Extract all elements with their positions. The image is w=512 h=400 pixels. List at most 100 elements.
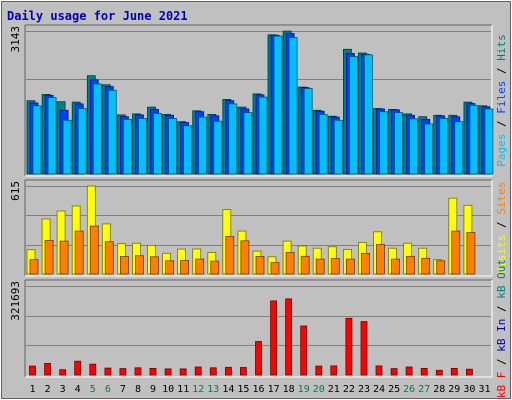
- x-tick-label: 22: [343, 384, 355, 395]
- bar-pages: Pages 29: 1150: [454, 121, 464, 175]
- bar-kb-f: kB F 8: 26000: [134, 367, 142, 376]
- x-tick-label: 19: [298, 384, 310, 395]
- x-tick-label: 1: [29, 384, 35, 395]
- y-max-label: 3143: [9, 26, 22, 53]
- bar-pages: Pages 31: 1430: [484, 108, 494, 175]
- bar-kb-f: kB F 19: 177000: [300, 325, 308, 376]
- bar-sites: Sites 30: 290: [466, 232, 476, 275]
- bar-sites: Sites 15: 232: [240, 240, 250, 275]
- bar-sites: Sites 6: 225: [104, 241, 114, 275]
- bar-sites: Sites 27: 110: [421, 257, 431, 275]
- bar-pages: Pages 25: 1350: [394, 112, 403, 175]
- bar-kb-f: kB F 5: 39000: [89, 363, 97, 376]
- bar-kb-f: kB F 11: 22000: [179, 368, 187, 376]
- x-axis-labels: 1 2 3 4 5 6 7 8 9 10 11 12 13 14 15 16 17 18 19 20 21 22 23 24 2…: [29, 384, 490, 395]
- bar-kb-f: kB F 14: 28000: [224, 366, 232, 376]
- bar-sites: Sites 25: 104: [391, 258, 400, 275]
- bar-kb-f: kB F 28: 17000: [435, 369, 443, 376]
- x-tick-label: 16: [252, 384, 264, 395]
- bar-kb-f: kB F 26: 29000: [405, 366, 413, 376]
- x-tick-label: 14: [222, 384, 234, 395]
- bar-kb-f: kB F 20: 32000: [315, 365, 323, 376]
- x-tick-label: 7: [120, 384, 126, 395]
- bar-kb-f: kB F 16: 121000: [255, 341, 262, 376]
- bar-pages: Pages 21: 1180: [333, 119, 343, 175]
- bar-kb-f: kB F 24: 33000: [375, 365, 383, 376]
- bar-kb-f: kB F 6: 25000: [104, 367, 112, 376]
- bar-kb-f: kB F 18: 275000: [285, 298, 293, 376]
- bar-pages: Pages 16: 1690: [258, 96, 268, 175]
- chart-title: Daily usage for June 2021: [7, 9, 188, 23]
- bar-pages: Pages 27: 1100: [424, 123, 434, 175]
- x-tick-label: 29: [448, 384, 460, 395]
- legend-entry: kB In: [495, 319, 508, 352]
- bar-sites: Sites 1: 100: [29, 259, 39, 275]
- bar-sites: Sites 24: 206: [376, 244, 385, 275]
- bar-sites: Sites 28: 92: [436, 260, 446, 275]
- x-tick-label: 8: [135, 384, 141, 395]
- x-tick-label: 15: [237, 384, 249, 395]
- bar-pages: Pages 17: 3030: [273, 35, 283, 175]
- bar-kb-f: kB F 22: 205000: [345, 317, 353, 376]
- bar-kb-f: kB F 2: 42000: [44, 362, 51, 376]
- bar-kb-f: kB F 9: 24000: [149, 367, 157, 376]
- bars-pages-files-hits: Hits 1: 1610Hits 2: 1750Hits 3: 1590Hits…: [26, 30, 494, 175]
- legend-separator: /: [495, 61, 508, 81]
- bar-sites: Sites 29: 300: [451, 230, 461, 275]
- x-tick-label: 6: [105, 384, 111, 395]
- bar-kb-f: kB F 15: 27000: [239, 367, 247, 376]
- y-max-label: 321693: [9, 281, 22, 321]
- bar-pages: Pages 11: 1060: [183, 125, 193, 175]
- x-tick-label: 4: [75, 384, 81, 395]
- x-tick-label: 30: [463, 384, 475, 395]
- bar-pages: Pages 12: 1250: [198, 116, 208, 175]
- legend-kbf-kbin-kbout: kB F / kB In / kB Out: [495, 259, 508, 398]
- x-tick-label: 20: [313, 384, 325, 395]
- bar-pages: Pages 15: 1350: [243, 112, 253, 175]
- bar-sites: Sites 18: 150: [285, 252, 295, 275]
- bar-pages: Pages 24: 1370: [379, 111, 388, 175]
- bar-kb-f: kB F 23: 193000: [360, 321, 368, 376]
- x-tick-label: 3: [60, 384, 66, 395]
- x-tick-label: 25: [388, 384, 400, 395]
- bars-kbf-kbin-kbout: kB F 1: 32000 kB F 2: 42000 kB F 3: 19000 k…: [29, 298, 473, 376]
- bar-sites: Sites 16: 122: [255, 256, 265, 275]
- bar-sites: Sites 4: 300: [74, 230, 84, 275]
- legend-separator: /: [495, 299, 508, 319]
- legend-entry: Hits: [495, 34, 508, 61]
- bar-pages: Pages 4: 1440: [77, 108, 87, 175]
- panel-visits-sites: 615 Visits / Sites Visits 1: 170Visits 2: …: [9, 179, 508, 277]
- x-tick-label: 31: [478, 384, 490, 395]
- bar-pages: Pages 1: 1500: [32, 105, 42, 175]
- y-max-label: 615: [9, 181, 22, 201]
- bar-pages: Pages 28: 1220: [439, 118, 449, 175]
- bar-pages: Pages 2: 1680: [47, 97, 57, 175]
- x-tick-label: 12: [192, 384, 204, 395]
- bar-kb-f: kB F 30: 21000: [465, 368, 473, 376]
- bar-pages: Pages 19: 1880: [303, 88, 313, 175]
- bar-sites: Sites 8: 128: [135, 255, 144, 275]
- x-tick-label: 9: [150, 384, 156, 395]
- x-tick-label: 17: [268, 384, 280, 395]
- x-tick-label: 27: [418, 384, 430, 395]
- bar-pages: Pages 14: 1540: [228, 103, 238, 175]
- x-tick-label: 11: [177, 384, 189, 395]
- bar-pages: Pages 23: 2620: [363, 54, 373, 175]
- x-tick-label: 5: [90, 384, 96, 395]
- bar-kb-f: kB F 12: 29000: [194, 366, 202, 376]
- bar-pages: Pages 26: 1210: [409, 118, 419, 175]
- x-tick-label: 21: [328, 384, 340, 395]
- legend-entry: kB Out: [495, 259, 508, 299]
- bar-pages: Pages 20: 1310: [318, 114, 328, 175]
- x-tick-label: 26: [403, 384, 415, 395]
- bar-sites: Sites 5: 335: [89, 225, 99, 275]
- bar-pages: Pages 13: 1160: [213, 120, 223, 175]
- bars-visits-sites: Visits 1: 170Visits 2: 385Visits 3: 440V…: [26, 185, 476, 275]
- bar-pages: Pages 18: 3000: [288, 37, 298, 175]
- bar-sites: Sites 21: 108: [330, 258, 340, 275]
- bar-sites: Sites 19: 124: [300, 255, 310, 275]
- x-tick-label: 23: [358, 384, 370, 395]
- bar-pages: Pages 10: 1220: [168, 118, 178, 175]
